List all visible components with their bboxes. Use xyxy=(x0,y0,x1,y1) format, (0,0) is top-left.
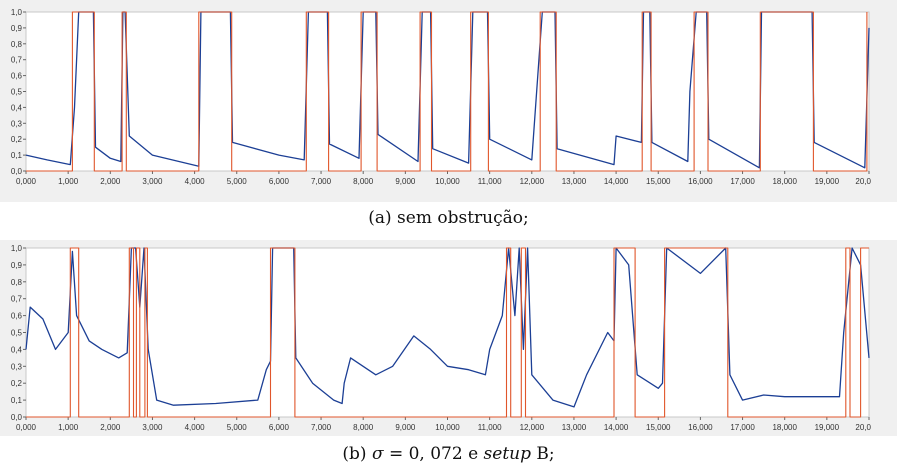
x-tick-label: 18,000 xyxy=(772,177,797,186)
x-tick-label: 13,000 xyxy=(562,423,587,432)
x-tick-label: 1,000 xyxy=(58,423,79,432)
x-tick-label: 2,000 xyxy=(100,177,121,186)
y-tick-label: 0,5 xyxy=(11,329,23,338)
plot-area xyxy=(25,247,870,418)
y-tick-label: 0,3 xyxy=(11,362,23,371)
y-tick-label: 0,2 xyxy=(11,379,23,388)
x-tick-label: 12,000 xyxy=(520,177,545,186)
caption-b: (b) σ = 0, 072 e setup B; xyxy=(0,444,897,464)
caption-b-prefix: (b) xyxy=(342,444,372,464)
y-tick-label: 0,8 xyxy=(11,278,23,287)
y-tick-label: 1,0 xyxy=(11,244,23,253)
x-tick-label: 17,000 xyxy=(730,423,755,432)
x-tick-label: 0,000 xyxy=(16,423,37,432)
y-tick-label: 0,3 xyxy=(11,119,23,128)
y-tick-label: 0,4 xyxy=(11,345,23,354)
x-tick-label: 20,0 xyxy=(855,423,871,432)
y-tick-label: 0,7 xyxy=(11,295,23,304)
x-tick-label: 0,000 xyxy=(16,177,37,186)
y-tick-label: 0,0 xyxy=(11,413,23,422)
y-tick-label: 0,0 xyxy=(11,167,23,176)
y-tick-label: 0,6 xyxy=(11,312,23,321)
y-tick-label: 0,6 xyxy=(11,72,23,81)
x-tick-label: 3,000 xyxy=(142,177,163,186)
caption-b-setup: setup xyxy=(483,444,531,464)
chart-panel-2: 0,0 0,1 0,2 0,3 0,4 0,5 0,6 0,7 0,8 0,9 1,0 0,000 1,… xyxy=(0,240,897,436)
y-tick-label: 0,5 xyxy=(11,88,23,97)
x-tick-label: 4,000 xyxy=(185,423,206,432)
y-tick-label: 0,1 xyxy=(11,396,23,405)
y-tick-label: 0,1 xyxy=(11,151,23,160)
y-tick-label: 0,7 xyxy=(11,56,23,65)
plot-area xyxy=(25,11,870,172)
x-tick-label: 13,000 xyxy=(562,177,587,186)
x-tick-label: 20,0 xyxy=(855,177,871,186)
x-tick-label: 2,000 xyxy=(100,423,121,432)
x-tick-label: 8,000 xyxy=(353,177,374,186)
x-tick-label: 18,000 xyxy=(772,423,797,432)
series-line-red xyxy=(26,11,868,172)
caption-b-sigma: σ xyxy=(371,444,384,464)
x-tick-label: 7,000 xyxy=(311,177,332,186)
x-tick-label: 8,000 xyxy=(353,423,374,432)
x-tick-label: 11,000 xyxy=(478,177,502,186)
x-tick-label: 5,000 xyxy=(227,423,248,432)
x-tick-label: 14,000 xyxy=(604,177,629,186)
chart-panel-1: 0,0 0,1 0,2 0,3 0,4 0,5 0,6 0,7 0,8 0,9 1,0 0,000 1,… xyxy=(0,0,897,202)
x-tick-label: 19,000 xyxy=(815,423,840,432)
y-tick-label: 0,9 xyxy=(11,24,23,33)
x-tick-label: 19,000 xyxy=(815,177,840,186)
x-tick-label: 9,000 xyxy=(395,423,416,432)
x-tick-label: 12,000 xyxy=(520,423,545,432)
x-tick-label: 15,000 xyxy=(646,423,671,432)
y-tick-label: 0,9 xyxy=(11,261,23,270)
x-tick-label: 3,000 xyxy=(142,423,163,432)
x-tick-label: 16,000 xyxy=(688,177,713,186)
series-line-red xyxy=(26,247,869,418)
x-tick-label: 17,000 xyxy=(730,177,755,186)
x-tick-label: 7,000 xyxy=(311,423,332,432)
x-tick-label: 4,000 xyxy=(185,177,206,186)
x-tick-label: 15,000 xyxy=(646,177,671,186)
y-tick-label: 0,4 xyxy=(11,103,23,112)
x-tick-label: 11,000 xyxy=(478,423,502,432)
x-tick-label: 1,000 xyxy=(58,177,79,186)
x-tick-label: 10,000 xyxy=(435,177,460,186)
x-tick-label: 6,000 xyxy=(269,177,290,186)
x-tick-label: 14,000 xyxy=(604,423,629,432)
caption-b-eq: = 0, 072 e xyxy=(383,444,484,464)
x-tick-label: 10,000 xyxy=(435,423,460,432)
caption-b-suffix: B; xyxy=(531,444,555,464)
y-tick-label: 1,0 xyxy=(11,8,23,17)
x-tick-label: 6,000 xyxy=(269,423,290,432)
caption-a: (a) sem obstrução; xyxy=(368,208,529,228)
x-tick-label: 9,000 xyxy=(395,177,416,186)
x-tick-label: 16,000 xyxy=(688,423,713,432)
x-tick-label: 5,000 xyxy=(227,177,248,186)
y-tick-label: 0,8 xyxy=(11,40,23,49)
y-tick-label: 0,2 xyxy=(11,135,23,144)
